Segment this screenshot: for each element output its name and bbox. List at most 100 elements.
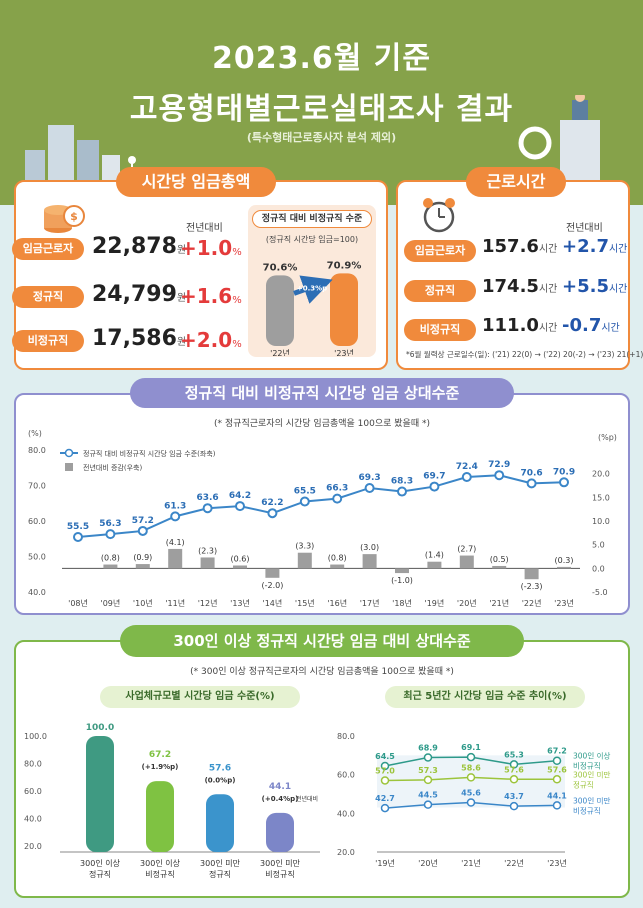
- relative-level-point-10: [397, 486, 407, 497]
- size-bar-2: [206, 794, 234, 852]
- hours-row-0-value: 157.6시간: [482, 236, 558, 257]
- work-hours-card-title: 근로시간: [466, 167, 566, 197]
- x-tick-0: '08년: [68, 598, 88, 608]
- right-tick-1: 0.0: [592, 564, 605, 573]
- size-bar-3: [266, 812, 294, 852]
- x-tick-5: '13년: [230, 598, 250, 608]
- change-bar-label-10: (-1.0): [391, 576, 413, 585]
- relative-level-label-8: 66.3: [326, 484, 348, 494]
- wage-row-0-label: 임금근로자: [12, 238, 84, 260]
- change-bar-label-1: (0.8): [101, 554, 120, 563]
- change-bar-8: [330, 564, 345, 569]
- trend-legend-2-b: 비정규직: [573, 805, 601, 815]
- change-bar-2: [135, 564, 150, 569]
- bar-ytick-2: 60.0: [24, 787, 42, 796]
- change-bar-label-7: (3.3): [295, 542, 314, 551]
- left-tick-1: 50.0: [28, 553, 46, 562]
- change-bar-13: [492, 565, 507, 569]
- change-bar-label-15: (0.3): [555, 556, 574, 565]
- hours-footnote: *6월 월력상 근로일수(일): ('21) 22(0) → ('22) 20(…: [406, 350, 643, 359]
- size-bar-category-2-0: 300인 미만: [200, 858, 241, 868]
- right-tick-5: 20.0: [592, 470, 610, 479]
- relative-level-point-15: [559, 477, 569, 488]
- title-note: (특수형태근로종사자 분석 제외): [246, 131, 397, 144]
- x-tick-4: '12년: [198, 598, 218, 608]
- trend-label-1-1: 57.3: [418, 766, 438, 775]
- relative-level-point-0: [73, 531, 83, 542]
- hours-row-2-value: 111.0시간: [482, 315, 558, 336]
- legend-bar-label: 전년대비 증감(우축): [83, 463, 142, 472]
- trend-point-0-1: [423, 753, 433, 762]
- size-bar-chart-title: 사업체규모별 시간당 임금 수준(%): [100, 686, 300, 708]
- relative-level-point-1: [105, 529, 116, 540]
- size-bar-category-2-1: 정규직: [209, 869, 231, 879]
- change-bar-9: [362, 554, 377, 569]
- left-tick-0: 40.0: [28, 588, 46, 597]
- relative-level-point-4: [202, 503, 213, 514]
- trend-x-tick-3: '22년: [504, 858, 524, 868]
- trend-point-1-1: [423, 775, 433, 785]
- relative-level-label-5: 64.2: [229, 491, 251, 501]
- x-tick-6: '14년: [263, 598, 283, 608]
- hours-row-2-change: -0.7시간: [562, 315, 620, 336]
- ratio-diff-label: +0.3%p: [297, 284, 327, 292]
- relative-level-point-11: [429, 481, 440, 492]
- trend-label-0-3: 65.3: [504, 750, 524, 759]
- trend-point-0-4: [552, 756, 562, 765]
- relative-level-point-8: [332, 493, 343, 504]
- size-bar-value-0: 100.0: [86, 723, 114, 733]
- trend-ytick-3: 80.0: [337, 732, 355, 741]
- change-bar-label-2: (0.9): [133, 553, 152, 562]
- relative-level-line: [77, 474, 565, 538]
- left-axis-unit: (%): [28, 429, 42, 438]
- left-tick-3: 70.0: [28, 482, 46, 491]
- trend-legend-1-a: 300인 미만: [573, 769, 610, 779]
- change-bar-1: [103, 564, 118, 569]
- alarm-clock-icon: [423, 198, 455, 233]
- size-bar-category-3-1: 비정규직: [265, 869, 294, 879]
- hours-row-0-label: 임금근로자: [404, 240, 476, 262]
- trend-point-2-1: [423, 800, 433, 809]
- change-bar-label-14: (-2.3): [521, 582, 543, 591]
- trend-x-tick-4: '23년: [547, 858, 567, 868]
- wage-row-2-label: 비정규직: [12, 330, 84, 352]
- trend-label-1-4: 57.6: [547, 765, 567, 774]
- size-bar-value-2: 57.6: [209, 763, 231, 773]
- change-bar-label-3: (4.1): [166, 538, 185, 547]
- relative-level-label-14: 70.6: [520, 468, 542, 478]
- trend-legend-2-a: 300인 미만: [573, 795, 610, 805]
- trend-point-1-0: [380, 776, 390, 785]
- size-bar-1: [146, 781, 174, 852]
- size-bar-category-0-0: 300인 이상: [80, 858, 121, 868]
- trend-ytick-1: 40.0: [337, 809, 355, 818]
- trend-label-0-0: 64.5: [375, 752, 395, 761]
- change-bar-14: [524, 568, 539, 580]
- bar-ytick-3: 80.0: [24, 760, 42, 769]
- size-bar-value-3: 44.1: [269, 782, 291, 792]
- trend-legend-0-b: 비정규직: [573, 761, 601, 771]
- hours-row-1-change: +5.5시간: [562, 276, 628, 297]
- trend-point-2-0: [380, 803, 390, 813]
- trend-point-2-3: [509, 801, 519, 811]
- trend-ytick-2: 60.0: [337, 771, 355, 780]
- x-tick-13: '21년: [489, 598, 509, 608]
- size-comparison-subtitle: (* 300인 이상 정규직근로자의 시간당 임금총액을 100으로 봤을때 *…: [190, 667, 454, 677]
- trend-point-0-2: [466, 752, 476, 762]
- change-bar-6: [265, 568, 280, 578]
- relative-level-label-9: 69.3: [358, 473, 380, 483]
- size-bar-category-3-0: 300인 미만: [260, 858, 301, 868]
- size-bar-value-1: 67.2: [149, 750, 171, 760]
- relative-level-point-5: [235, 501, 245, 512]
- trend-label-1-2: 58.6: [461, 763, 481, 772]
- relative-level-label-6: 62.2: [261, 498, 283, 508]
- trend-point-1-4: [552, 775, 562, 784]
- bar-ytick-4: 100.0: [24, 732, 47, 741]
- ratio-subtitle: (정규직 시간당 임금=100): [265, 235, 359, 244]
- right-tick-4: 15.0: [592, 493, 610, 502]
- relative-level-point-12: [461, 471, 472, 482]
- x-tick-9: '17년: [360, 598, 380, 608]
- trend-label-0-1: 68.9: [418, 743, 438, 752]
- change-bar-label-13: (0.5): [490, 555, 509, 564]
- trend-line-chart: 20.0 40.0 60.0 80.0 '19년 '20년 '21년 '22년 '23년 64.5…: [337, 732, 610, 868]
- change-bar-7: [297, 552, 312, 569]
